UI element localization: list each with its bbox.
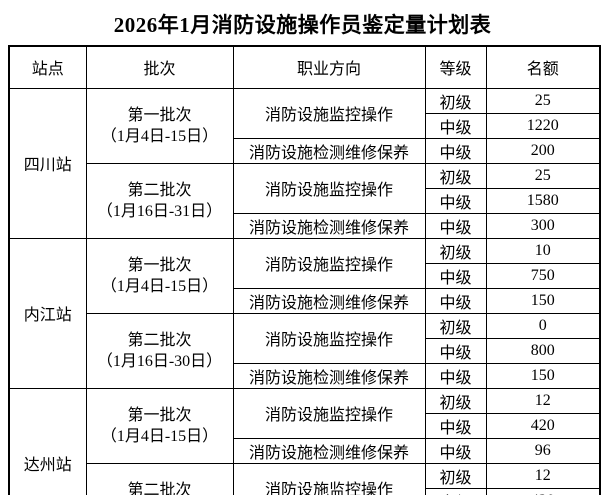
batch-dates: （1月16日-31日）: [96, 202, 223, 220]
table-row: 中级 1220: [9, 112, 601, 139]
direction-cell: 消防设施检测维修保养: [232, 437, 426, 464]
batch-name: 第一批次: [127, 406, 192, 424]
quota-cell: 25: [485, 162, 601, 189]
table-row: 中级 750: [9, 262, 601, 289]
station-cell: 达州站: [8, 387, 87, 495]
table-row: 内江站 第一批次 （1月4日-15日） 消防设施监控操作 初级 10: [8, 237, 601, 389]
table-row: 消防设施检测维修保养 中级 96: [9, 437, 601, 464]
level-cell: 中级: [424, 437, 487, 464]
quota-cell: 10: [485, 237, 601, 264]
level-cell: 初级: [424, 237, 487, 264]
table-row: 消防设施检测维修保养 中级 200: [9, 137, 601, 164]
table-row: 第二批次 （1月16日-30日） 消防设施监控操作 初级 12: [9, 462, 601, 495]
quota-cell: 96: [485, 437, 601, 464]
quota-cell: 1220: [485, 112, 601, 139]
level-cell: 中级: [424, 337, 487, 364]
table-row: 中级 1580: [9, 187, 601, 214]
header-row: 站点 批次 职业方向 等级 名额: [8, 45, 601, 89]
direction-cell: 消防设施监控操作: [232, 162, 426, 214]
batch-cell: 第二批次 （1月16日-31日）: [85, 162, 234, 239]
direction-cell: 消防设施监控操作: [232, 237, 426, 289]
direction-cell: 消防设施检测维修保养: [232, 137, 426, 164]
table-row: 第二批次 （1月16日-31日） 消防设施监控操作 初级 25: [9, 162, 601, 239]
quota-cell: 420: [485, 412, 601, 439]
table-row: 四川站 第一批次 （1月4日-15日） 消防设施监控操作 初级 25: [8, 87, 601, 239]
table-row: 消防设施检测维修保养 中级 300: [9, 212, 601, 239]
level-cell: 中级: [424, 187, 487, 214]
quota-cell: 800: [485, 337, 601, 364]
col-header-level: 等级: [424, 45, 487, 89]
level-cell: 中级: [424, 287, 487, 314]
direction-cell: 消防设施检测维修保养: [232, 212, 426, 239]
quota-cell: 750: [485, 262, 601, 289]
batch-name: 第一批次: [127, 106, 192, 124]
col-header-quota: 名额: [485, 45, 601, 89]
direction-cell: 消防设施监控操作: [232, 87, 426, 139]
level-cell: 中级: [424, 262, 487, 289]
level-cell: 中级: [424, 487, 487, 495]
col-header-direction: 职业方向: [232, 45, 426, 89]
level-cell: 中级: [424, 362, 487, 389]
page: 2026年1月消防设施操作员鉴定量计划表 站点 批次 职业方向 等级 名额 四川…: [0, 9, 605, 495]
batch-cell: 第二批次 （1月16日-30日）: [85, 462, 234, 495]
batch-cell: 第二批次 （1月16日-30日）: [85, 312, 234, 389]
table-row: 达州站 第一批次 （1月4日-15日） 消防设施监控操作 初级 12: [8, 387, 601, 495]
quota-cell: 12: [485, 462, 601, 489]
level-cell: 中级: [424, 112, 487, 139]
batch-cell: 第一批次 （1月4日-15日）: [85, 237, 234, 314]
batch-dates: （1月4日-15日）: [100, 277, 219, 295]
table-row: 消防设施检测维修保养 中级 150: [9, 287, 601, 314]
level-cell: 中级: [424, 212, 487, 239]
col-header-station: 站点: [8, 45, 87, 89]
level-cell: 初级: [424, 312, 487, 339]
table-row: 第二批次 （1月16日-30日） 消防设施监控操作 初级 0: [9, 312, 601, 389]
quota-cell: 420: [485, 487, 601, 495]
batch-name: 第二批次: [127, 181, 192, 199]
quota-cell: 300: [485, 212, 601, 239]
direction-cell: 消防设施检测维修保养: [232, 362, 426, 389]
page-title: 2026年1月消防设施操作员鉴定量计划表: [113, 13, 492, 37]
quota-cell: 200: [485, 137, 601, 164]
batch-cell: 第一批次 （1月4日-15日）: [85, 87, 234, 164]
level-cell: 中级: [424, 137, 487, 164]
plan-table: 站点 批次 职业方向 等级 名额 四川站 第一批次 （1月4日-15日） 消防设…: [8, 45, 601, 495]
col-header-batch: 批次: [85, 45, 234, 89]
table-row: 消防设施检测维修保养 中级 150: [9, 362, 601, 389]
batch-name: 第一批次: [127, 256, 192, 274]
quota-cell: 25: [485, 87, 601, 114]
batch-dates: （1月16日-30日）: [96, 352, 223, 370]
direction-cell: 消防设施监控操作: [232, 312, 426, 364]
batch-name: 第二批次: [127, 331, 192, 349]
level-cell: 初级: [424, 87, 487, 114]
quota-cell: 12: [485, 387, 601, 414]
level-cell: 中级: [424, 412, 487, 439]
table-row: 中级 800: [9, 337, 601, 364]
batch-dates: （1月4日-15日）: [100, 127, 219, 145]
level-cell: 初级: [424, 162, 487, 189]
quota-cell: 150: [485, 362, 601, 389]
batch-name: 第二批次: [127, 481, 192, 495]
direction-cell: 消防设施检测维修保养: [232, 287, 426, 314]
direction-cell: 消防设施监控操作: [232, 462, 426, 495]
batch-dates: （1月4日-15日）: [100, 427, 219, 445]
level-cell: 初级: [424, 387, 487, 414]
direction-cell: 消防设施监控操作: [232, 387, 426, 439]
station-cell: 四川站: [8, 87, 87, 239]
batch-cell: 第一批次 （1月4日-15日）: [85, 387, 234, 464]
quota-cell: 1580: [485, 187, 601, 214]
station-cell: 内江站: [8, 237, 87, 389]
quota-cell: 150: [485, 287, 601, 314]
quota-cell: 0: [485, 312, 601, 339]
level-cell: 初级: [424, 462, 487, 489]
